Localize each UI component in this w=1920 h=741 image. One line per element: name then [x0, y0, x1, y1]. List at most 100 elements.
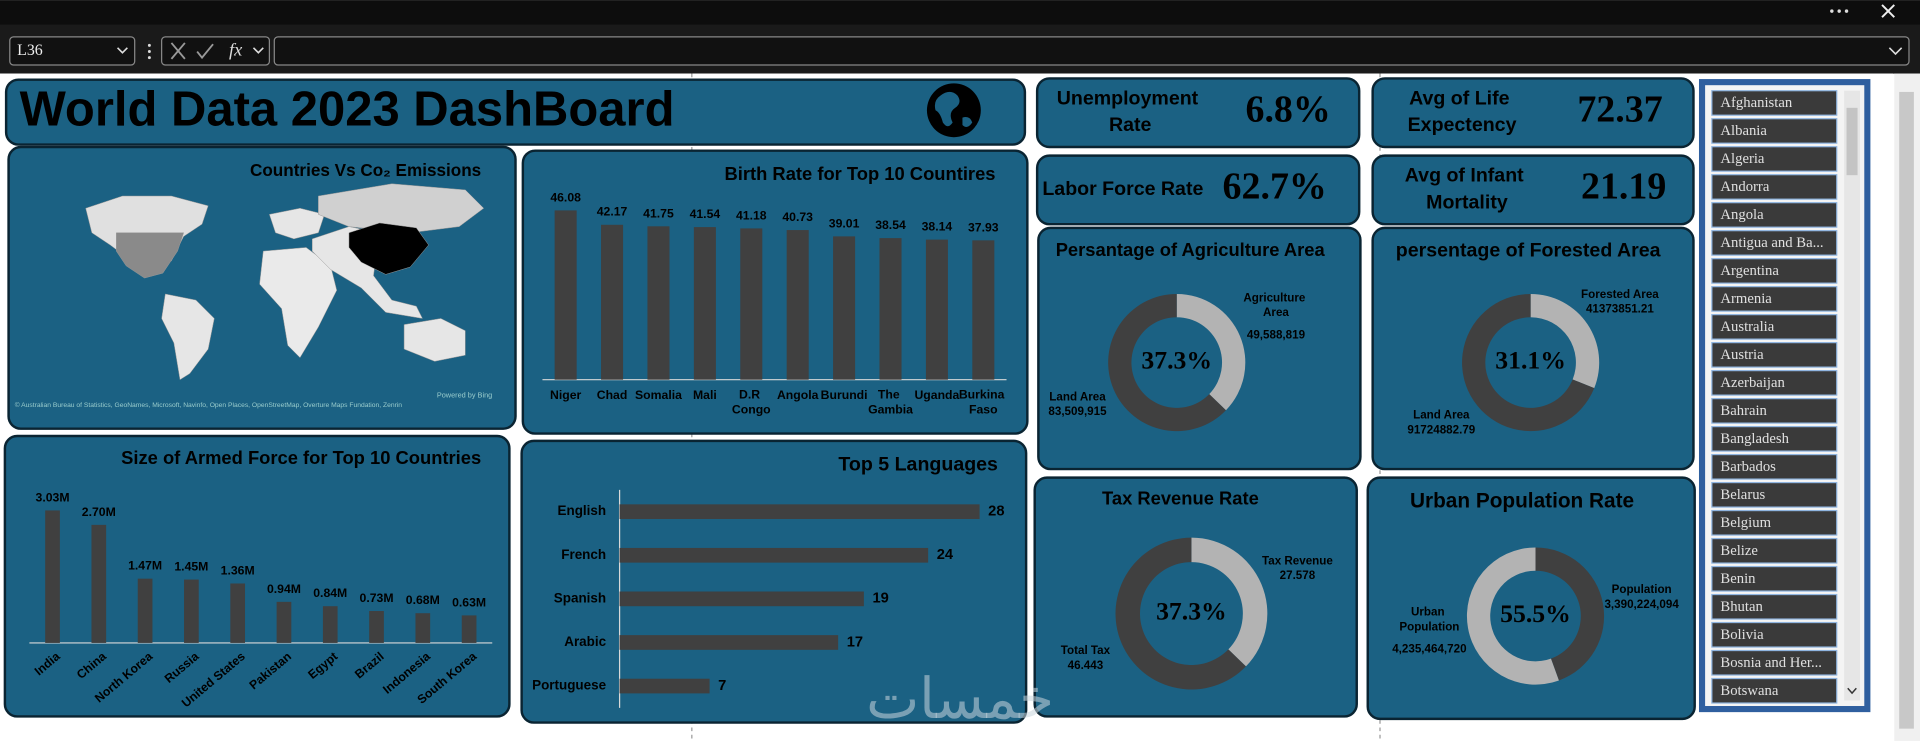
- data-label: 38.14: [922, 220, 953, 234]
- donut-segment: [1176, 293, 1246, 411]
- slicer-item[interactable]: [1711, 398, 1838, 424]
- segment-name: Population: [1612, 583, 1672, 596]
- chart-title: Top 5 Languages: [838, 454, 998, 476]
- data-label: 1.47M: [128, 559, 162, 573]
- formula-expand[interactable]: [1888, 47, 1903, 56]
- data-label: 7: [718, 678, 726, 694]
- world-map: [85, 183, 485, 381]
- enter-icon[interactable]: [196, 43, 214, 60]
- text-line: Rate: [1109, 114, 1152, 136]
- slicer-item[interactable]: [1711, 509, 1838, 536]
- slicer-item-label: Algeria: [1720, 151, 1765, 167]
- x-tick-label: The Gambia: [868, 388, 913, 417]
- chart-title: Urban Population Rate: [1410, 490, 1634, 513]
- text-line: Faso: [969, 403, 998, 417]
- cancel-icon[interactable]: [170, 42, 186, 60]
- chart-panel: [1037, 226, 1362, 471]
- slicer-item-label: Australia: [1720, 319, 1774, 335]
- bar: [276, 601, 292, 643]
- data-label: 41.54: [690, 207, 721, 221]
- chart-panel: [3, 434, 511, 718]
- data-label: 41.75: [643, 206, 674, 220]
- bar: [619, 678, 710, 694]
- slicer-item[interactable]: [1711, 90, 1838, 116]
- slicer-item[interactable]: [1711, 481, 1838, 508]
- china: [348, 222, 429, 275]
- slicer-item[interactable]: [1711, 258, 1838, 284]
- segment-name: Tax Revenue: [1262, 554, 1333, 567]
- chart-title: Size of Armed Force for Top 10 Countries: [121, 447, 481, 468]
- slicer-item[interactable]: [1711, 453, 1838, 480]
- bar: [833, 236, 856, 380]
- bar: [322, 606, 338, 643]
- slicer-item-label: Austria: [1720, 347, 1764, 363]
- slicer-item[interactable]: [1711, 230, 1838, 256]
- more-icon[interactable]: [1830, 9, 1849, 13]
- y-tick-label: French: [561, 547, 606, 562]
- bar: [91, 524, 107, 643]
- x-tick-label: Mali: [693, 388, 717, 402]
- slicer-item[interactable]: [1711, 677, 1838, 704]
- slicer-item[interactable]: [1711, 537, 1838, 564]
- text-line: The: [878, 388, 903, 402]
- bar: [879, 238, 902, 380]
- name-box[interactable]: [9, 36, 136, 66]
- y-tick-label: Arabic: [564, 634, 606, 649]
- data-label: 46.08: [550, 190, 581, 204]
- slicer-item[interactable]: [1711, 314, 1838, 340]
- donut-center-label: 55.5%: [1500, 599, 1571, 628]
- data-label: 2.70M: [82, 505, 116, 519]
- slicer-item[interactable]: [1711, 286, 1838, 312]
- slicer-item[interactable]: [1711, 370, 1838, 396]
- text-line: Burkina: [959, 388, 1008, 402]
- close-icon[interactable]: [1881, 4, 1895, 18]
- sheet-scroll-thumb[interactable]: [1899, 91, 1914, 729]
- segment-name: Land Area: [1413, 409, 1470, 422]
- fx-button[interactable]: fx: [229, 40, 243, 60]
- slicer-item[interactable]: [1711, 649, 1838, 676]
- text-line: Congo: [732, 403, 771, 417]
- bar: [619, 635, 839, 650]
- globe-land: [934, 91, 973, 127]
- bar: [230, 583, 246, 643]
- bar: [693, 227, 716, 380]
- data-label: 37.93: [968, 220, 999, 234]
- data-label: 42.17: [597, 205, 628, 219]
- slicer-item[interactable]: [1711, 342, 1838, 368]
- segment-value: 27.578: [1280, 569, 1316, 582]
- slicer-item[interactable]: [1711, 146, 1838, 172]
- dashboard: World Data 2023 DashBoard Unemployment Ra…: [3, 77, 1871, 730]
- y-tick-label: Spanish: [554, 590, 606, 605]
- kpi-value: 72.37: [1577, 88, 1662, 130]
- name-box-arrow[interactable]: [116, 47, 128, 54]
- slicer-item[interactable]: [1711, 621, 1838, 648]
- formula-input[interactable]: [273, 36, 1910, 66]
- options-icon[interactable]: [147, 43, 151, 60]
- text-line: Area: [1263, 306, 1289, 319]
- data-label: 41.18: [736, 208, 767, 222]
- kpi-card: [1035, 77, 1361, 149]
- slicer-item-label: Afghanistan: [1720, 95, 1792, 111]
- fx-arrow[interactable]: [252, 47, 264, 54]
- slicer-item[interactable]: [1711, 593, 1838, 620]
- segment-value: 3,390,224,094: [1604, 598, 1679, 611]
- slicer-item[interactable]: [1711, 118, 1838, 144]
- slicer-item[interactable]: [1711, 425, 1838, 452]
- slicer-item-label: Albania: [1720, 123, 1767, 139]
- data-label: 0.84M: [313, 586, 347, 600]
- text-line: Avg of Infant: [1405, 165, 1529, 187]
- x-tick-label: Angola: [777, 388, 819, 402]
- bar: [137, 578, 153, 643]
- chart-title: Tax Revenue Rate: [1102, 488, 1259, 509]
- data-label: 17: [847, 634, 863, 650]
- donut-segment: [1191, 537, 1268, 667]
- data-label: 40.73: [782, 210, 813, 224]
- text-line: Population: [1399, 620, 1459, 633]
- name-box-text: L36: [17, 42, 43, 59]
- slicer-item[interactable]: [1711, 565, 1838, 592]
- slicer-item[interactable]: [1711, 174, 1838, 200]
- bar: [925, 239, 948, 380]
- slicer-item[interactable]: [1711, 202, 1838, 228]
- text-line: D.R: [739, 388, 763, 402]
